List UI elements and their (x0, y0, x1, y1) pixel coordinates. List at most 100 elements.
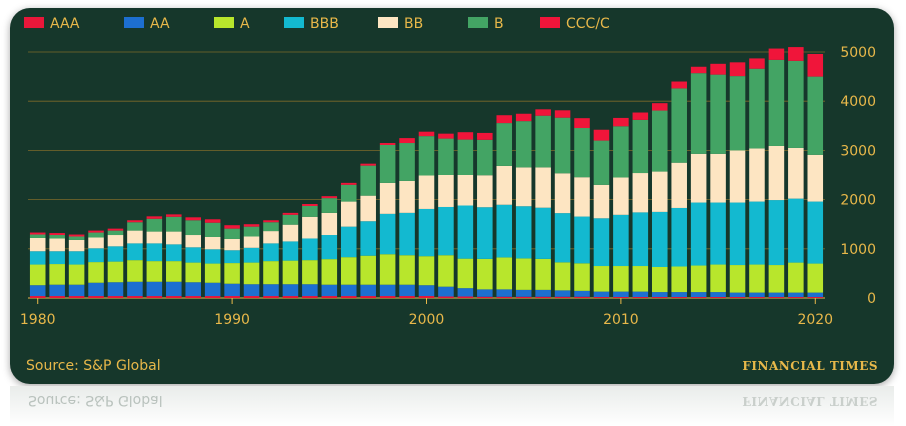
bar-segment (243, 236, 260, 248)
bar-segment (29, 285, 46, 297)
bar-segment (418, 136, 435, 176)
bar-segment (185, 296, 202, 298)
legend-label: AA (150, 16, 170, 32)
bar-segment (29, 232, 46, 235)
bar-segment (651, 103, 668, 111)
bar-segment (302, 216, 318, 239)
bar-segment (68, 236, 85, 240)
bar-segment (204, 236, 221, 250)
bar-segment (29, 237, 46, 252)
y-tick-label: 0 (867, 291, 876, 307)
bar-segment (593, 129, 610, 141)
bar-segment (282, 212, 299, 215)
bar-segment (554, 110, 571, 118)
bar-segment (360, 163, 376, 166)
bar-segment (613, 117, 629, 127)
bar-segment (68, 284, 85, 297)
bar-segment (243, 296, 260, 298)
bar-segment (243, 262, 260, 285)
bar-segment (574, 296, 590, 298)
bar-segment (399, 212, 415, 256)
x-tick-labels: 1980 1990 2000 2010 2020 (20, 298, 833, 328)
bar-segment (185, 247, 202, 263)
bar-segment (418, 175, 435, 209)
bar-segment (146, 243, 163, 262)
bar-segment (496, 123, 513, 166)
bar-segment (807, 53, 824, 77)
bar-segment (166, 244, 182, 262)
bar-segment (710, 264, 726, 293)
bar-segment (224, 263, 240, 284)
bar-segment (185, 282, 202, 297)
bar-segment (127, 296, 143, 298)
bar-segment (204, 222, 221, 237)
bar-segment (146, 281, 163, 297)
bar-segment (107, 296, 124, 298)
bar-segment (729, 292, 746, 298)
bar-segment (360, 255, 376, 285)
y-tick-label: 4000 (840, 94, 876, 110)
bar-segment (438, 255, 454, 287)
bar-segment (768, 145, 785, 201)
bar-segment (477, 132, 493, 140)
bar-segment (127, 230, 143, 244)
bar-segment (302, 238, 318, 261)
legend-swatch (284, 17, 304, 28)
bar-segment (243, 224, 260, 227)
bar-segment (574, 263, 590, 291)
bar-segment (749, 297, 765, 298)
bar-segment (438, 133, 454, 139)
bar-segment (632, 173, 649, 213)
bar-segment (166, 281, 182, 297)
bar-segment (651, 297, 668, 298)
y-tick-label: 2000 (840, 193, 876, 209)
bar-segment (243, 226, 260, 237)
bar-segment (671, 207, 687, 267)
source-reflection: Source: S&P Global (28, 392, 163, 408)
bar-segment (321, 212, 338, 236)
bar-segment (710, 292, 726, 298)
bar-segment (302, 204, 318, 206)
bar-segment (690, 265, 707, 293)
bar-segment (29, 296, 46, 298)
bar-segment (282, 214, 299, 225)
bar-segment (88, 296, 104, 298)
reflection: Source: S&P Global FINANCIAL TIMES (10, 386, 894, 426)
bar-segment (515, 296, 532, 298)
bar-segment (68, 264, 85, 285)
bar-segment (729, 62, 746, 77)
bar-segment (807, 154, 824, 202)
bar-segment (146, 261, 163, 282)
bar-segment (477, 258, 493, 290)
bar-segment (729, 297, 746, 298)
bar-segment (204, 263, 221, 283)
bar-segment (729, 202, 746, 266)
bar-segment (554, 296, 571, 298)
bar-segment (690, 153, 707, 203)
bar-segment (749, 68, 765, 149)
bar-segment (127, 281, 143, 297)
legend-swatch (468, 17, 488, 28)
bar-segment (127, 260, 143, 282)
chart-card: 0 1000 2000 3000 4000 5000 1980 1990 2000 2010 20… (10, 8, 894, 384)
bar-segment (788, 60, 804, 148)
bar-segment (88, 237, 104, 249)
y-tick-label: 1000 (840, 242, 876, 258)
bar-segment (671, 162, 687, 208)
bar-segment (535, 109, 551, 116)
bar-segment (515, 121, 532, 168)
bar-segment (574, 290, 590, 297)
bar-segment (282, 284, 299, 297)
legend: AAA AA A BBB BB B CCC/C (24, 16, 610, 32)
bar-segment (535, 296, 551, 298)
bar-segment (340, 257, 357, 285)
bar-segment (68, 251, 85, 265)
bar-segment (166, 216, 182, 232)
bar-segment (204, 249, 221, 264)
legend-swatch (540, 17, 560, 28)
bar-segment (418, 131, 435, 137)
bar-segment (224, 238, 240, 251)
bar-segment (535, 289, 551, 297)
bar-segment (788, 297, 804, 298)
bar-segment (263, 222, 279, 232)
